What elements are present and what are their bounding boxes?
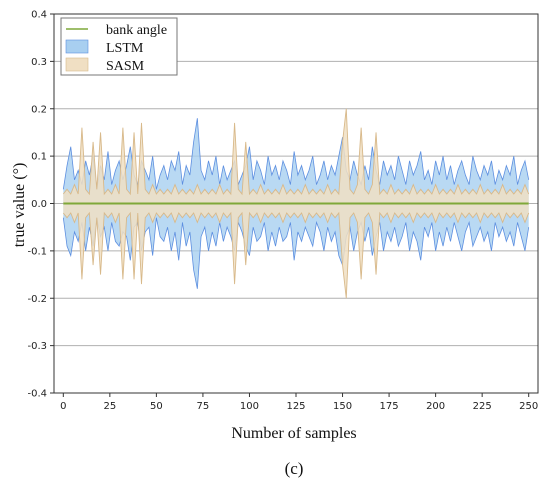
y-tick-label-7: 0.3 (31, 57, 47, 68)
x-tick-label-7: 175 (380, 401, 399, 412)
x-tick-label-0: 0 (60, 401, 66, 412)
legend-label-lstm: LSTM (106, 41, 144, 56)
x-tick-label-6: 150 (333, 401, 352, 412)
x-tick-label-2: 50 (150, 401, 163, 412)
y-tick-label-6: 0.2 (31, 104, 47, 115)
x-tick-label-8: 200 (426, 401, 445, 412)
ticks: 0 25 50 75 100 125 150 175 200 225 250 -0.4 -0.3 -0.2… (27, 10, 538, 413)
y-tick-label-3: -0.1 (27, 246, 47, 257)
legend-label-bank-angle: bank angle (106, 23, 167, 38)
legend: bank angle LSTM SASM (60, 17, 178, 76)
sasm-upper-line (62, 108, 530, 196)
y-tick-label-2: -0.2 (27, 294, 47, 305)
x-tick-label-4: 100 (240, 401, 259, 412)
y-tick-label-1: -0.3 (27, 341, 47, 352)
legend-swatch-lstm (65, 39, 89, 54)
x-tick-label-1: 25 (103, 401, 116, 412)
y-tick-label-8: 0.4 (31, 10, 47, 21)
x-tick-label-5: 125 (286, 401, 305, 412)
figure-caption: (c) (285, 459, 304, 478)
x-tick-label-10: 250 (519, 401, 538, 412)
x-tick-label-3: 75 (197, 401, 210, 412)
legend-label-sasm: SASM (106, 59, 145, 74)
x-axis-title: Number of samples (231, 425, 356, 442)
y-tick-label-4: 0.0 (31, 199, 47, 210)
y-tick-label-0: -0.4 (27, 389, 47, 400)
sasm-lower-line (62, 211, 530, 299)
y-tick-label-5: 0.1 (31, 152, 47, 163)
x-tick-label-9: 225 (473, 401, 492, 412)
y-axis-title: true value (°) (11, 163, 28, 248)
legend-swatch-sasm (65, 57, 89, 72)
series-layer (62, 108, 530, 299)
